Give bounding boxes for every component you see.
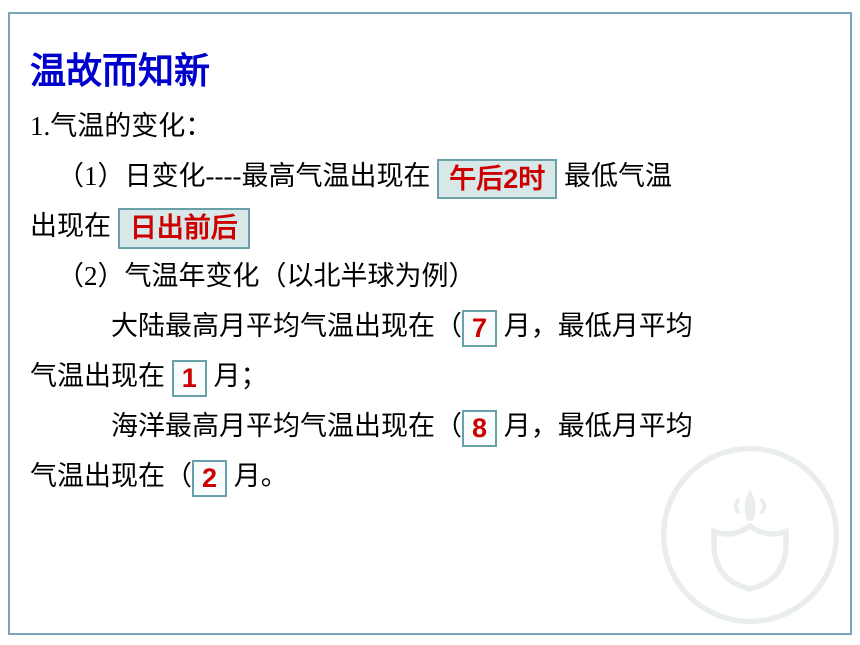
sea-line1: 海洋最高月平均气温出现在（8 月，最低月平均 <box>30 402 830 452</box>
land-mid: 月，最低月平均 <box>504 311 693 341</box>
answer-land-high: 7 <box>462 310 497 346</box>
answer-sea-high: 8 <box>462 410 497 446</box>
answer-land-low: 1 <box>172 360 207 396</box>
sea-mid: 月，最低月平均 <box>504 411 693 441</box>
land-line2: 气温出现在 1 月； <box>30 352 830 402</box>
slide-title: 温故而知新 <box>30 42 830 94</box>
q1a-mid: 最低气温 <box>564 161 672 191</box>
q1-heading: 1.气温的变化： <box>30 102 830 152</box>
slide-frame: 温故而知新 1.气温的变化： （1）日变化----最高气温出现在 午后2时 最低… <box>8 12 852 635</box>
q1a-line1: （1）日变化----最高气温出现在 午后2时 最低气温 <box>30 152 830 202</box>
q1a-prefix: （1）日变化----最高气温出现在 <box>57 161 430 191</box>
body-content: 1.气温的变化： （1）日变化----最高气温出现在 午后2时 最低气温 出现在… <box>30 102 830 502</box>
answer-daily-high: 午后2时 <box>437 159 557 199</box>
answer-daily-low: 日出前后 <box>118 208 250 248</box>
land-suffix: 月； <box>214 361 268 391</box>
sea-suffix: 月。 <box>234 461 288 491</box>
q1b-heading: （2）气温年变化（以北半球为例） <box>30 252 830 302</box>
land-line1: 大陆最高月平均气温出现在（7 月，最低月平均 <box>30 302 830 352</box>
land-line2-prefix: 气温出现在 <box>30 361 165 391</box>
sea-line2: 气温出现在（2 月。 <box>30 452 830 502</box>
sea-line2-prefix: 气温出现在（ <box>30 461 192 491</box>
q1a-line2-prefix: 出现在 <box>30 211 111 241</box>
answer-sea-low: 2 <box>192 460 227 496</box>
q1a-line2: 出现在 日出前后 <box>30 202 830 252</box>
land-prefix: 大陆最高月平均气温出现在（ <box>111 311 462 341</box>
sea-prefix: 海洋最高月平均气温出现在（ <box>111 411 462 441</box>
